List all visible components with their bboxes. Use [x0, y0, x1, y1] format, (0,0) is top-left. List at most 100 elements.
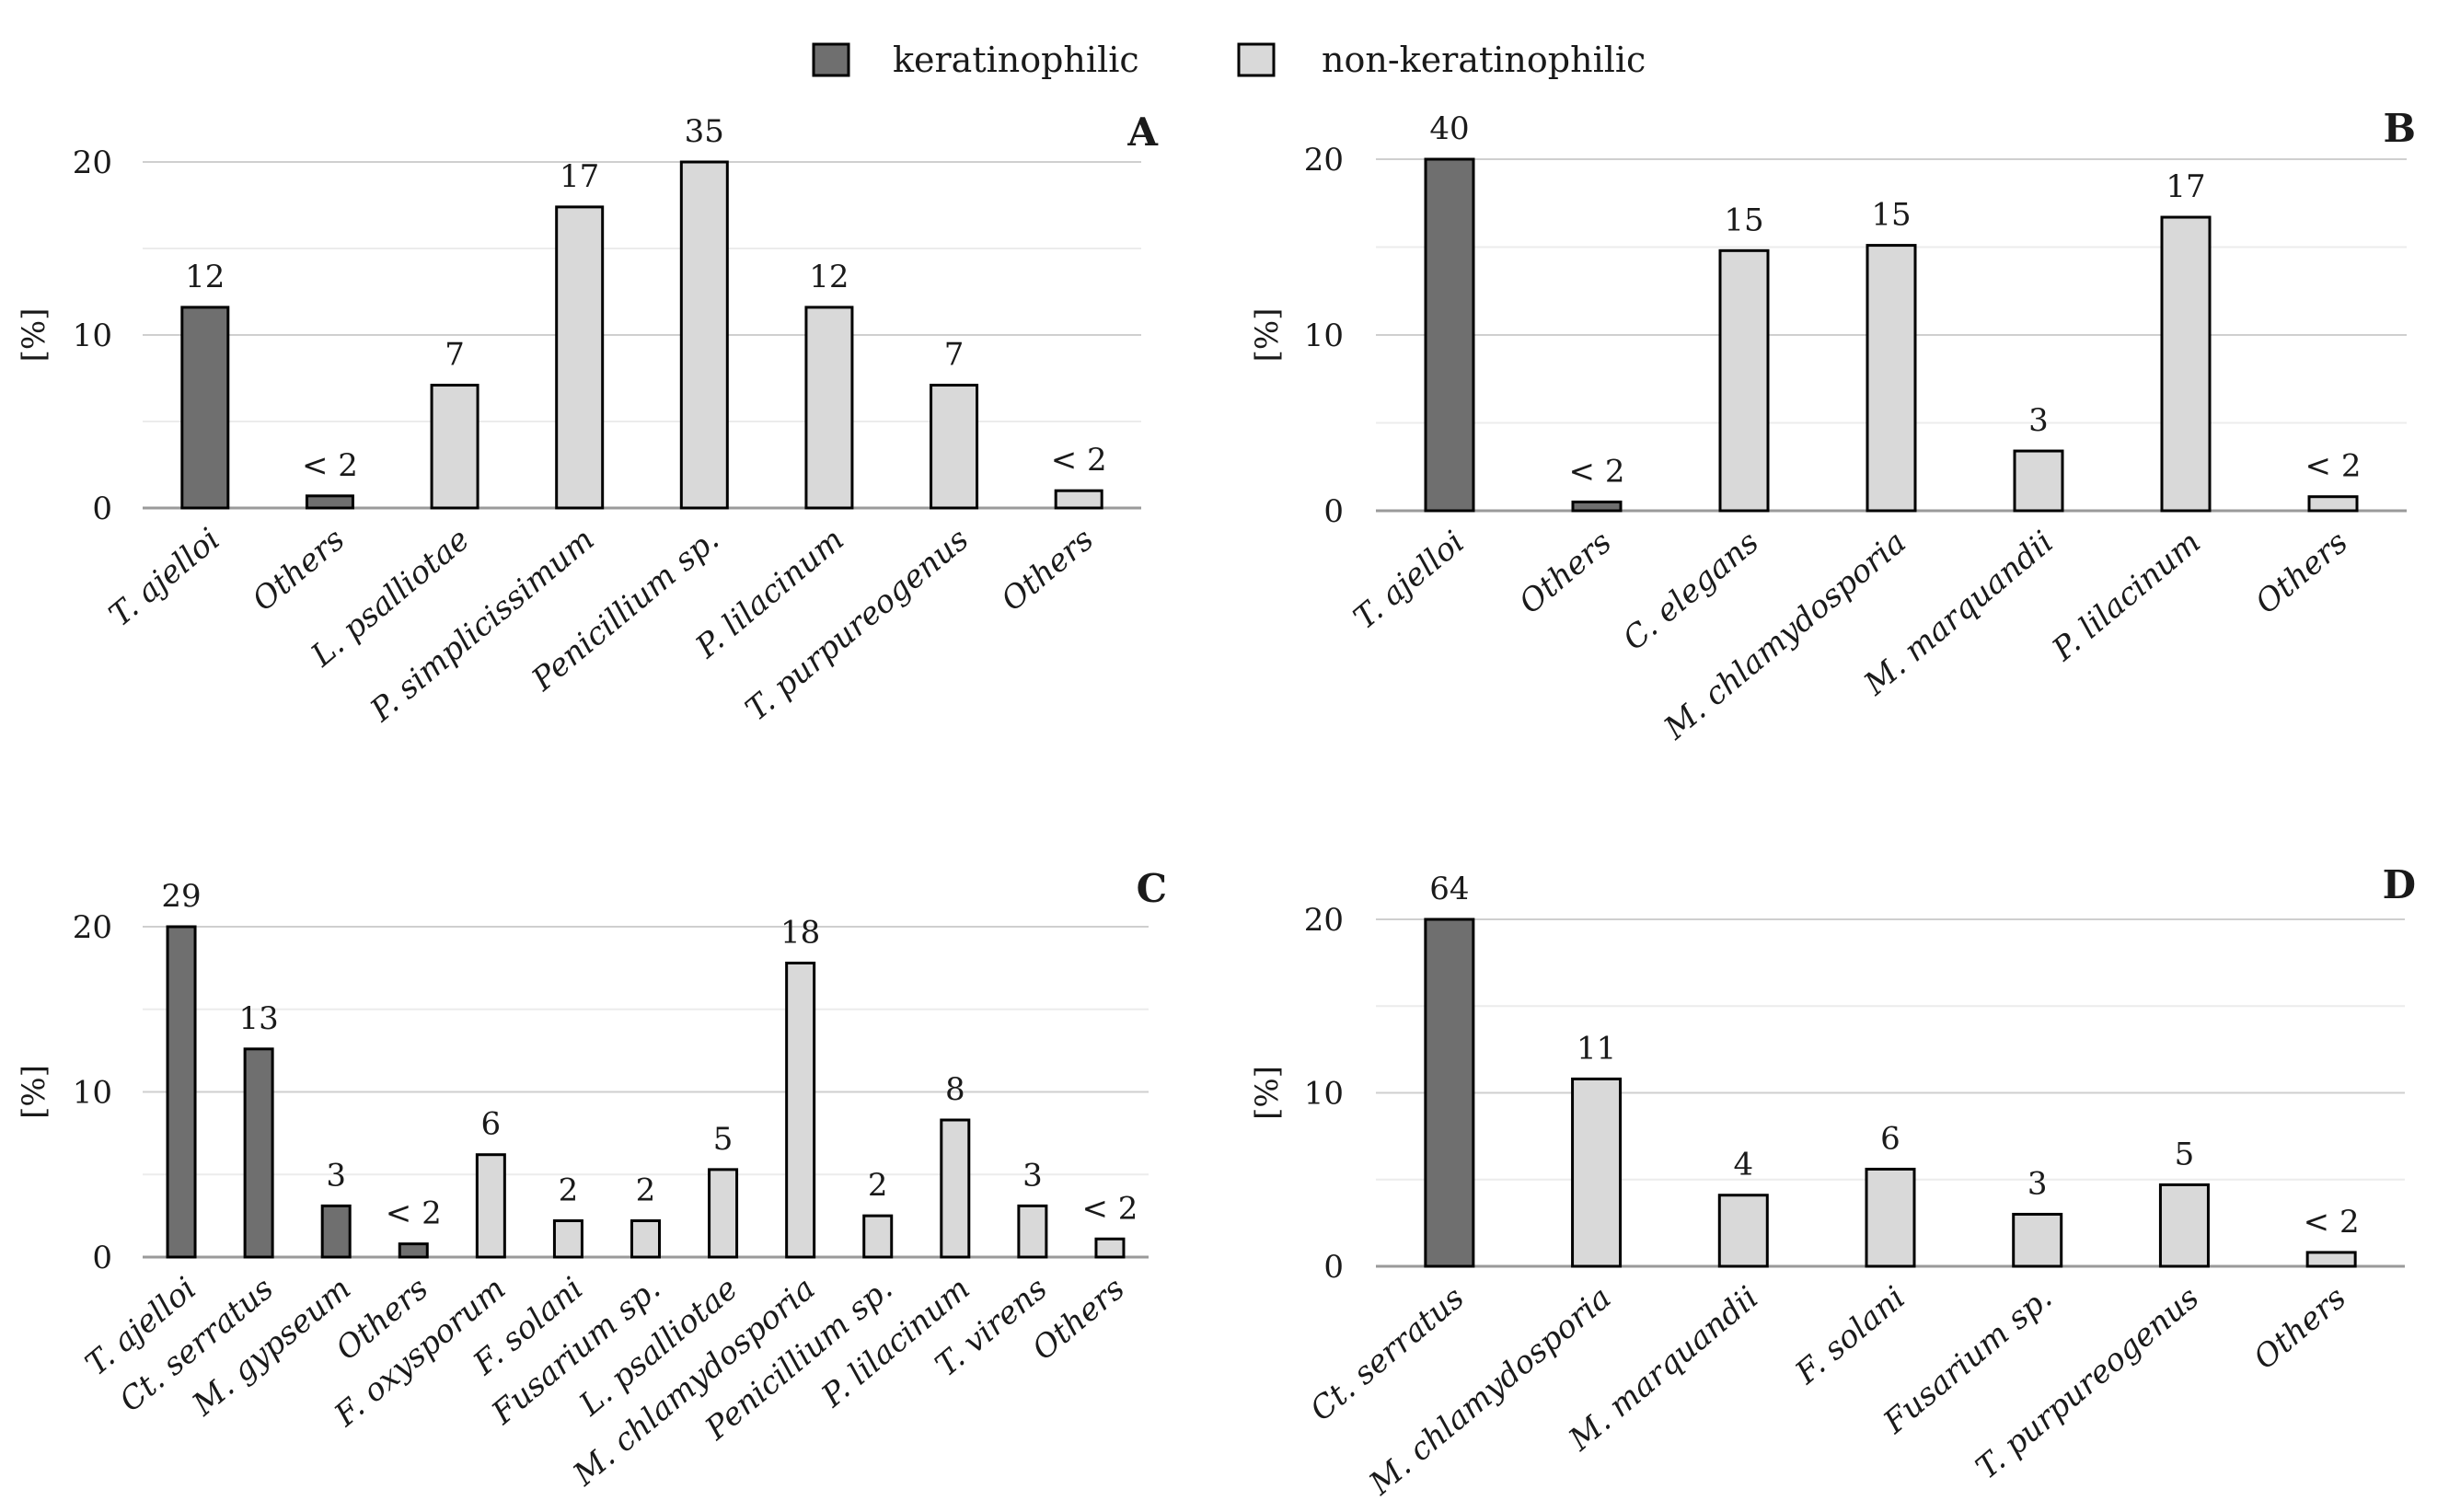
- panel-letter-a: A: [1126, 110, 1159, 155]
- bar-b-6: [2160, 215, 2212, 513]
- bar-d-4: [1865, 1167, 1916, 1268]
- value-label-c-4: < 2: [386, 1195, 442, 1232]
- value-label-a-4: 17: [560, 158, 599, 195]
- value-label-b-7: < 2: [2305, 448, 2362, 485]
- bar-a-5: [679, 160, 729, 510]
- value-label-c-10: 2: [868, 1167, 888, 1204]
- bar-a-7: [930, 384, 979, 510]
- bar-c-5: [475, 1153, 506, 1259]
- bar-c-7: [630, 1219, 661, 1259]
- category-label-d-2: M. chlamydosporia: [1362, 1279, 1619, 1503]
- value-label-b-3: 15: [1724, 202, 1763, 238]
- category-label-b-4: M. chlamydosporia: [1657, 524, 1913, 747]
- value-label-b-4: 15: [1871, 197, 1911, 234]
- value-label-a-6: 12: [809, 259, 849, 295]
- y-axis-label-d: [%]: [1249, 1066, 1286, 1120]
- value-label-a-7: 7: [944, 337, 965, 374]
- bar-c-12: [1017, 1204, 1048, 1259]
- bar-c-1: [166, 925, 197, 1259]
- bar-b-4: [1866, 244, 1917, 513]
- category-label-b-1: T. ajelloi: [1346, 524, 1472, 637]
- bar-c-4: [398, 1242, 429, 1259]
- y-tick-b-20: 20: [1304, 142, 1344, 179]
- bar-a-1: [180, 306, 230, 510]
- bar-c-13: [1094, 1237, 1126, 1259]
- y-tick-a-20: 20: [73, 144, 112, 181]
- value-label-a-2: < 2: [302, 447, 358, 484]
- value-label-c-7: 2: [636, 1172, 656, 1209]
- value-label-c-12: 3: [1022, 1157, 1043, 1194]
- y-tick-d-0: 0: [1323, 1249, 1344, 1286]
- value-label-d-4: 6: [1880, 1120, 1900, 1157]
- value-label-a-5: 35: [685, 113, 724, 150]
- y-tick-b-0: 0: [1323, 493, 1344, 530]
- bar-c-9: [785, 961, 816, 1259]
- y-axis-label-b: [%]: [1249, 308, 1286, 363]
- bar-a-2: [305, 494, 354, 510]
- bar-c-6: [552, 1219, 583, 1259]
- category-label-d-7: Others: [2247, 1279, 2353, 1377]
- bar-d-6: [2158, 1183, 2210, 1268]
- category-label-b-7: Others: [2248, 524, 2355, 621]
- y-tick-d-10: 10: [1304, 1076, 1344, 1113]
- panel-b: 0 10 20 [%] B 40 T. ajelloi < 2 Others 15 C. elega…: [1249, 106, 2416, 747]
- category-label-a-7: T. purpureogenus: [739, 521, 976, 728]
- bar-a-4: [555, 205, 605, 510]
- value-label-b-1: 40: [1429, 110, 1469, 147]
- bar-d-7: [2305, 1251, 2357, 1268]
- bar-c-2: [243, 1047, 274, 1259]
- value-label-a-1: 12: [185, 259, 225, 295]
- bar-a-6: [804, 306, 854, 510]
- y-tick-c-10: 10: [73, 1075, 112, 1112]
- panel-letter-d: D: [2383, 862, 2416, 907]
- category-label-a-1: T. ajelloi: [102, 521, 227, 634]
- value-label-c-6: 2: [559, 1172, 579, 1209]
- legend-label-non-keratinophilic: non-keratinophilic: [1322, 40, 1646, 80]
- y-tick-a-0: 0: [92, 491, 112, 527]
- bar-c-11: [940, 1118, 971, 1259]
- legend: keratinophilic non-keratinophilic: [812, 40, 1646, 80]
- value-label-c-11: 8: [945, 1071, 965, 1108]
- category-label-b-2: Others: [1512, 524, 1619, 621]
- bar-c-10: [862, 1214, 894, 1259]
- y-axis-label-c: [%]: [16, 1065, 52, 1119]
- value-label-d-3: 4: [1733, 1147, 1753, 1183]
- y-tick-a-10: 10: [73, 317, 112, 354]
- legend-swatch-non-keratinophilic: [1237, 42, 1276, 77]
- value-label-c-2: 13: [238, 1000, 278, 1037]
- bar-b-5: [2013, 449, 2064, 513]
- bar-d-2: [1571, 1077, 1623, 1268]
- category-label-b-6: P. lilacinum: [2045, 524, 2208, 669]
- bar-d-1: [1424, 918, 1475, 1268]
- bar-b-3: [1718, 248, 1770, 513]
- bar-d-5: [2012, 1212, 2063, 1268]
- value-label-c-13: < 2: [1081, 1190, 1138, 1227]
- bar-b-7: [2307, 495, 2359, 513]
- bar-c-3: [320, 1204, 352, 1259]
- y-tick-d-20: 20: [1304, 902, 1344, 939]
- value-label-c-5: 6: [481, 1106, 502, 1143]
- value-label-a-3: 7: [445, 337, 465, 374]
- bar-c-8: [708, 1168, 739, 1259]
- bar-b-1: [1424, 157, 1475, 513]
- y-axis-label-a: [%]: [16, 308, 52, 363]
- value-label-c-3: 3: [326, 1157, 346, 1194]
- y-tick-c-20: 20: [73, 909, 112, 946]
- panel-letter-c: C: [1137, 866, 1167, 911]
- value-label-d-1: 64: [1429, 871, 1469, 907]
- category-label-a-8: Others: [994, 521, 1101, 618]
- y-tick-c-0: 0: [92, 1240, 112, 1276]
- bar-a-3: [430, 384, 479, 510]
- bar-a-8: [1054, 489, 1103, 510]
- y-tick-b-10: 10: [1304, 317, 1344, 354]
- value-label-a-8: < 2: [1051, 442, 1107, 479]
- bar-b-2: [1571, 500, 1623, 513]
- panel-letter-b: B: [2384, 106, 2417, 151]
- value-label-c-1: 29: [161, 878, 201, 915]
- legend-label-keratinophilic: keratinophilic: [893, 40, 1139, 80]
- value-label-b-5: 3: [2028, 402, 2049, 439]
